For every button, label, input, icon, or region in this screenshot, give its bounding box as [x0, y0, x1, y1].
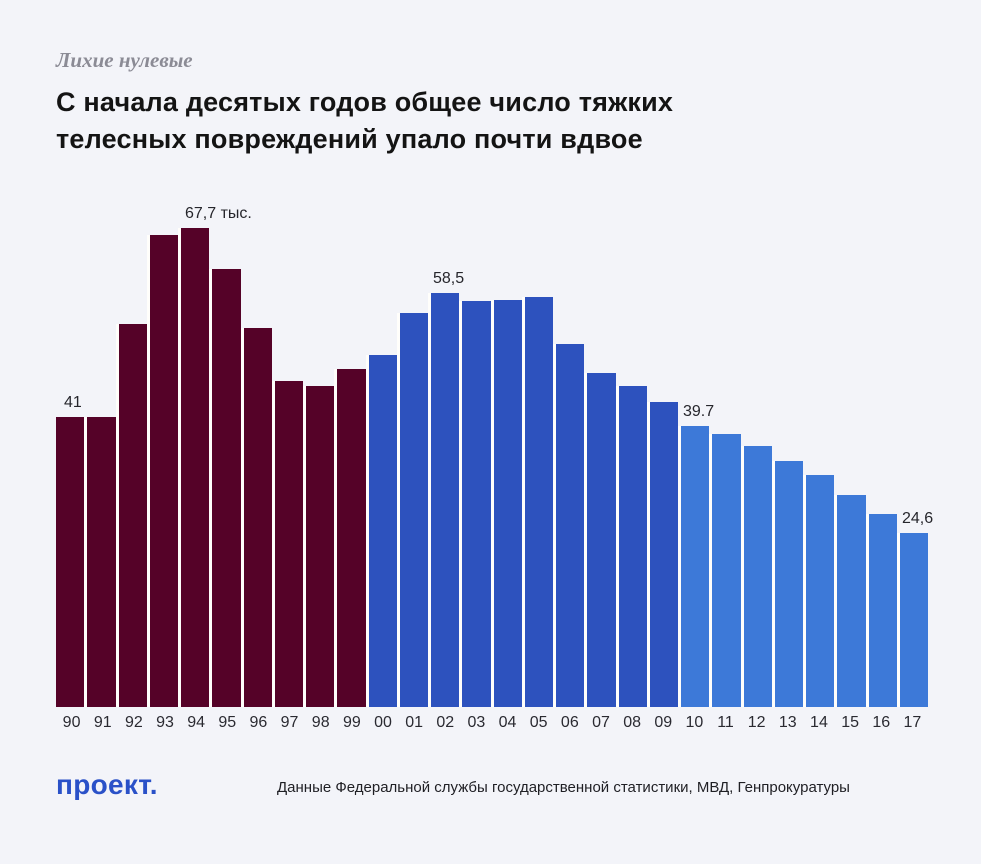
bar-92 — [115, 324, 147, 707]
x-axis-label-04: 04 — [498, 714, 517, 731]
x-axis-label-13: 13 — [778, 714, 797, 731]
x-axis-label-02: 02 — [436, 714, 455, 731]
x-axis-label-90: 90 — [62, 714, 81, 731]
x-axis-label-17: 17 — [903, 714, 922, 731]
value-label-10: 39.7 — [683, 403, 715, 420]
bar-16 — [865, 514, 897, 707]
bar-10 — [678, 426, 710, 707]
bar-07 — [584, 373, 616, 707]
bar-99 — [334, 369, 366, 707]
bar-91 — [84, 417, 116, 707]
x-axis-label-07: 07 — [592, 714, 610, 731]
x-axis-label-95: 95 — [218, 714, 237, 731]
bar-98 — [303, 386, 335, 707]
chart-plot-area: 41 67,7 тыс. 58,5 39.7 24,6 — [56, 190, 933, 707]
bar-06 — [553, 344, 585, 707]
bar-02 — [428, 293, 460, 707]
value-label-17: 24,6 — [902, 510, 934, 527]
bar-90 — [56, 417, 85, 707]
bar-97 — [271, 381, 303, 707]
x-axis-label-03: 03 — [467, 714, 486, 731]
bar-13 — [771, 461, 803, 707]
x-axis-label-00: 00 — [374, 714, 392, 731]
x-axis-label-96: 96 — [249, 714, 268, 731]
kicker-label: Лихие нулевые — [56, 48, 193, 72]
value-label-94: 67,7 тыс. — [185, 205, 252, 222]
data-source-note: Данные Федеральной службы государственно… — [277, 779, 850, 796]
bar-09 — [646, 402, 678, 707]
bar-03 — [459, 301, 491, 707]
bar-96 — [240, 328, 272, 707]
bar-95 — [209, 269, 241, 707]
x-axis-label-14: 14 — [810, 714, 828, 731]
title-line-1: С начала десятых годов общее число тяжки… — [56, 87, 674, 117]
bar-08 — [615, 386, 647, 707]
bar-00 — [365, 355, 397, 707]
x-axis-label-16: 16 — [872, 714, 891, 731]
bar-04 — [490, 300, 522, 707]
bar-94 — [178, 228, 210, 707]
page-title: С начала десятых годов общее число тяжки… — [56, 84, 876, 158]
x-axis-label-06: 06 — [560, 714, 579, 731]
x-axis-label-12: 12 — [747, 714, 766, 731]
x-axis-label-11: 11 — [717, 714, 734, 731]
value-label-02: 58,5 — [433, 270, 465, 287]
x-axis-label-08: 08 — [623, 714, 641, 731]
bar-17 — [896, 533, 928, 707]
bar-15 — [834, 495, 866, 707]
bar-chart: 41 67,7 тыс. 58,5 39.7 24,6 90 91 92 93 94 95 96 97… — [56, 190, 933, 732]
x-axis-label-05: 05 — [529, 714, 548, 731]
x-axis-label-92: 92 — [124, 714, 143, 731]
project-logo: проект. — [56, 769, 158, 800]
bar-12 — [740, 446, 772, 707]
bar-05 — [521, 297, 553, 707]
x-axis-label-98: 98 — [311, 714, 330, 731]
value-label-90: 41 — [64, 394, 82, 411]
x-axis-label-94: 94 — [187, 714, 206, 731]
x-axis-label-91: 91 — [93, 714, 112, 731]
title-line-2: телесных повреждений упало почти вдвое — [56, 124, 643, 154]
bar-01 — [396, 313, 428, 707]
x-axis-label-97: 97 — [280, 714, 299, 731]
x-axis-label-15: 15 — [841, 714, 859, 731]
x-axis: 90 91 92 93 94 95 96 97 98 99 00 01 02 03 04 05 06 07 08 09… — [56, 714, 928, 732]
x-axis-label-01: 01 — [405, 714, 424, 731]
x-axis-label-93: 93 — [156, 714, 174, 731]
x-axis-label-10: 10 — [685, 714, 704, 731]
x-axis-label-09: 09 — [654, 714, 673, 731]
bar-11 — [709, 434, 741, 707]
bar-93 — [146, 235, 178, 707]
x-axis-label-99: 99 — [342, 714, 361, 731]
bar-14 — [803, 475, 835, 707]
